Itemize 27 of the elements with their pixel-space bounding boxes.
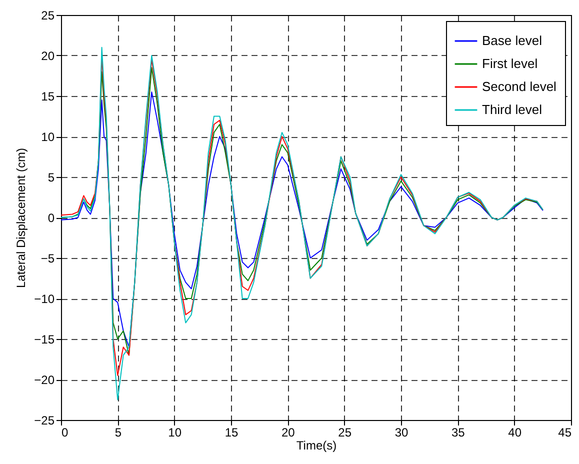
y-tick-label: 15 [41,90,55,104]
x-axis-title: Time(s) [296,438,337,452]
y-tick-label: −5 [40,252,55,266]
x-tick-label: 40 [508,426,522,440]
y-axis-title: Lateral Displacement (cm) [14,148,28,288]
legend-label: Second level [482,79,557,94]
y-tick-label: 25 [41,8,55,22]
y-tick-label: 20 [41,49,55,63]
legend-label: First level [482,56,538,71]
x-tick-label: 35 [451,426,466,440]
x-tick-label: 30 [394,426,408,440]
y-tick-label: −15 [34,332,55,346]
legend-label: Third level [482,102,542,117]
y-tick-label: −25 [34,414,55,428]
x-tick-label: 25 [338,426,352,440]
legend-label: Base level [482,33,542,48]
y-tick-label: 0 [48,211,55,225]
x-tick-label: 45 [558,426,572,440]
x-tick-label: 0 [62,426,68,440]
y-tick-label: −20 [34,373,55,387]
x-tick-label: 15 [224,426,238,440]
y-tick-label: −10 [34,292,55,306]
x-tick-label: 10 [168,426,182,440]
y-tick-label: 10 [41,130,55,144]
x-tick-label: 5 [114,426,122,440]
y-tick-label: 5 [48,170,55,184]
x-tick-label: 20 [281,426,296,440]
